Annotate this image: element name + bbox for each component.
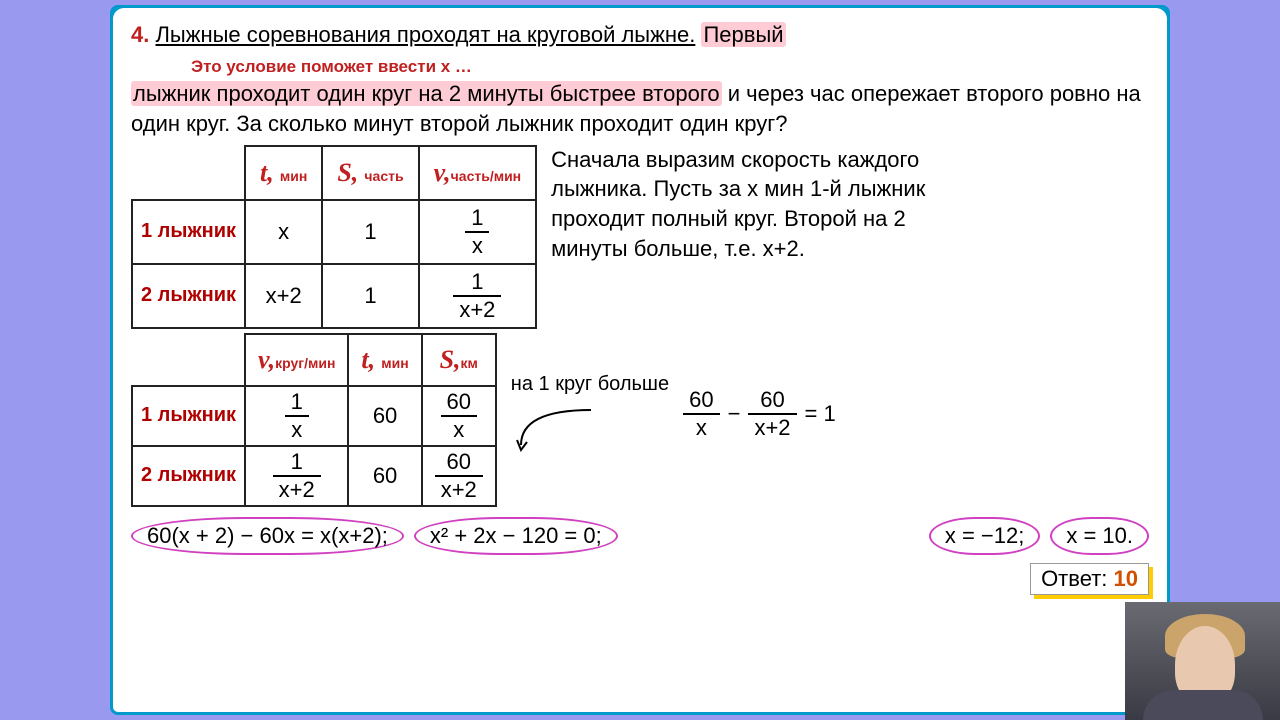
problem-statement: 4. Лыжные соревнования проходят на круго…: [131, 20, 1149, 139]
slide-frame: 4. Лыжные соревнования проходят на круго…: [110, 5, 1170, 715]
hint-text: Это условие поможет ввести х …: [191, 57, 472, 76]
corner-decoration: [110, 5, 134, 29]
problem-text: Лыжные соревнования проходят на круговой…: [155, 22, 695, 47]
answer-box: Ответ: 10: [1030, 563, 1149, 595]
highlight-first: Первый: [701, 22, 785, 47]
explanation-text: Сначала выразим скорость каждого лыжника…: [551, 145, 961, 329]
answer-value: 10: [1114, 566, 1138, 591]
root-accepted: x = 10.: [1050, 517, 1149, 555]
root-rejected: x = −12;: [929, 517, 1041, 555]
main-equation: 60x − 60x+2 = 1: [683, 389, 836, 439]
equation-step2: x² + 2x − 120 = 0;: [414, 517, 618, 555]
answer-label: Ответ:: [1041, 566, 1107, 591]
webcam-overlay: [1125, 602, 1280, 720]
corner-decoration: [1146, 5, 1170, 29]
table-distance: v,круг/мин t, мин S,км 1 лыжник 1x 60 60…: [131, 333, 497, 507]
table-speed-setup: t, мин S, часть v,часть/мин 1 лыжник x 1…: [131, 145, 537, 329]
equation-step1: 60(x + 2) − 60x = x(x+2);: [131, 517, 404, 555]
highlight-condition: лыжник проходит один круг на 2 минуты бы…: [131, 81, 722, 106]
arrow-icon: [511, 390, 601, 460]
